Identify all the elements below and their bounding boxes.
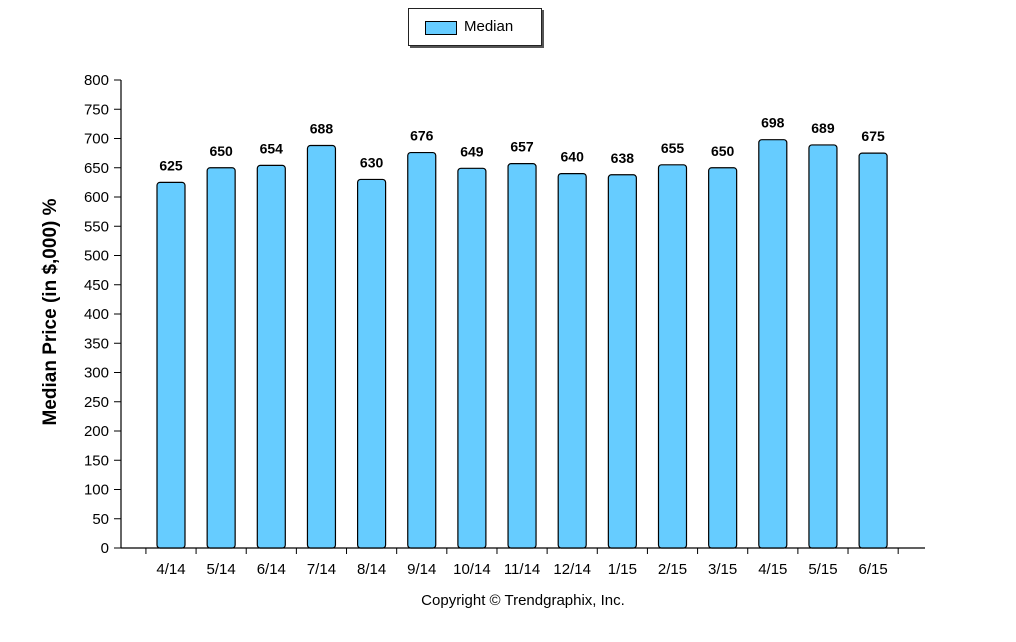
bar [758, 139, 788, 549]
x-tick-label: 5/15 [808, 561, 837, 578]
data-label: 640 [561, 149, 585, 165]
x-tick-label: 2/15 [658, 561, 687, 578]
y-tick-label: 300 [84, 365, 109, 382]
x-tick-label: 6/14 [257, 561, 286, 578]
data-label: 638 [611, 150, 635, 166]
y-tick-label: 150 [84, 452, 109, 469]
x-tick-label: 10/14 [453, 561, 491, 578]
data-label: 650 [711, 143, 735, 159]
x-tick-label: 12/14 [553, 561, 591, 578]
y-tick-label: 750 [84, 101, 109, 118]
y-tick-label: 200 [84, 423, 109, 440]
x-tick-label: 5/14 [207, 561, 236, 578]
y-tick-label: 800 [84, 72, 109, 89]
y-tick-label: 250 [84, 394, 109, 411]
data-label: 625 [159, 157, 183, 173]
data-label: 654 [260, 140, 284, 156]
data-label: 650 [209, 143, 233, 159]
data-label: 698 [761, 115, 785, 131]
bar [808, 144, 838, 549]
x-tick-label: 11/14 [504, 561, 540, 578]
y-tick-label: 400 [84, 306, 109, 323]
y-tick-label: 0 [101, 540, 109, 557]
data-label: 676 [410, 128, 434, 144]
bar [156, 181, 186, 549]
legend: Median [408, 8, 542, 46]
x-tick-label: 4/14 [156, 561, 185, 578]
y-axis-title: Median Price (in $,000) % [40, 198, 61, 425]
bar [407, 151, 437, 549]
data-label: 657 [510, 139, 534, 155]
data-label: 689 [811, 120, 835, 136]
y-tick-label: 350 [84, 335, 109, 352]
x-tick-label: 8/14 [357, 561, 386, 578]
legend-swatch-median [425, 21, 457, 35]
bar [457, 167, 487, 549]
x-tick-label: 1/15 [608, 561, 637, 578]
x-tick-label: 4/15 [758, 561, 787, 578]
bar [256, 164, 286, 549]
bar [507, 163, 537, 549]
bar [657, 164, 688, 549]
x-tick-label: 3/15 [708, 561, 737, 578]
bar [557, 173, 587, 549]
y-tick-label: 550 [84, 218, 109, 235]
y-tick-label: 100 [84, 482, 109, 499]
x-tick-label: 6/15 [858, 561, 887, 578]
bar [607, 174, 637, 549]
y-tick-label: 700 [84, 131, 109, 148]
legend-label-median: Median [464, 18, 514, 35]
y-tick-label: 450 [84, 277, 109, 294]
bar [708, 167, 738, 549]
bar [357, 178, 387, 549]
data-label: 655 [661, 140, 685, 156]
x-tick-label: 9/14 [407, 561, 436, 578]
bar [858, 152, 888, 549]
y-tick-label: 650 [84, 160, 109, 177]
bar [206, 167, 236, 549]
data-label: 630 [360, 154, 384, 170]
data-label: 675 [861, 128, 885, 144]
y-tick-label: 50 [92, 511, 109, 528]
y-tick-label: 600 [84, 189, 109, 206]
data-label: 688 [310, 121, 334, 137]
bar [306, 144, 337, 549]
data-label: 649 [460, 143, 484, 159]
x-tick-label: 7/14 [307, 561, 336, 578]
y-tick-label: 500 [84, 248, 109, 265]
copyright-text: Copyright © Trendgraphix, Inc. [421, 592, 625, 609]
